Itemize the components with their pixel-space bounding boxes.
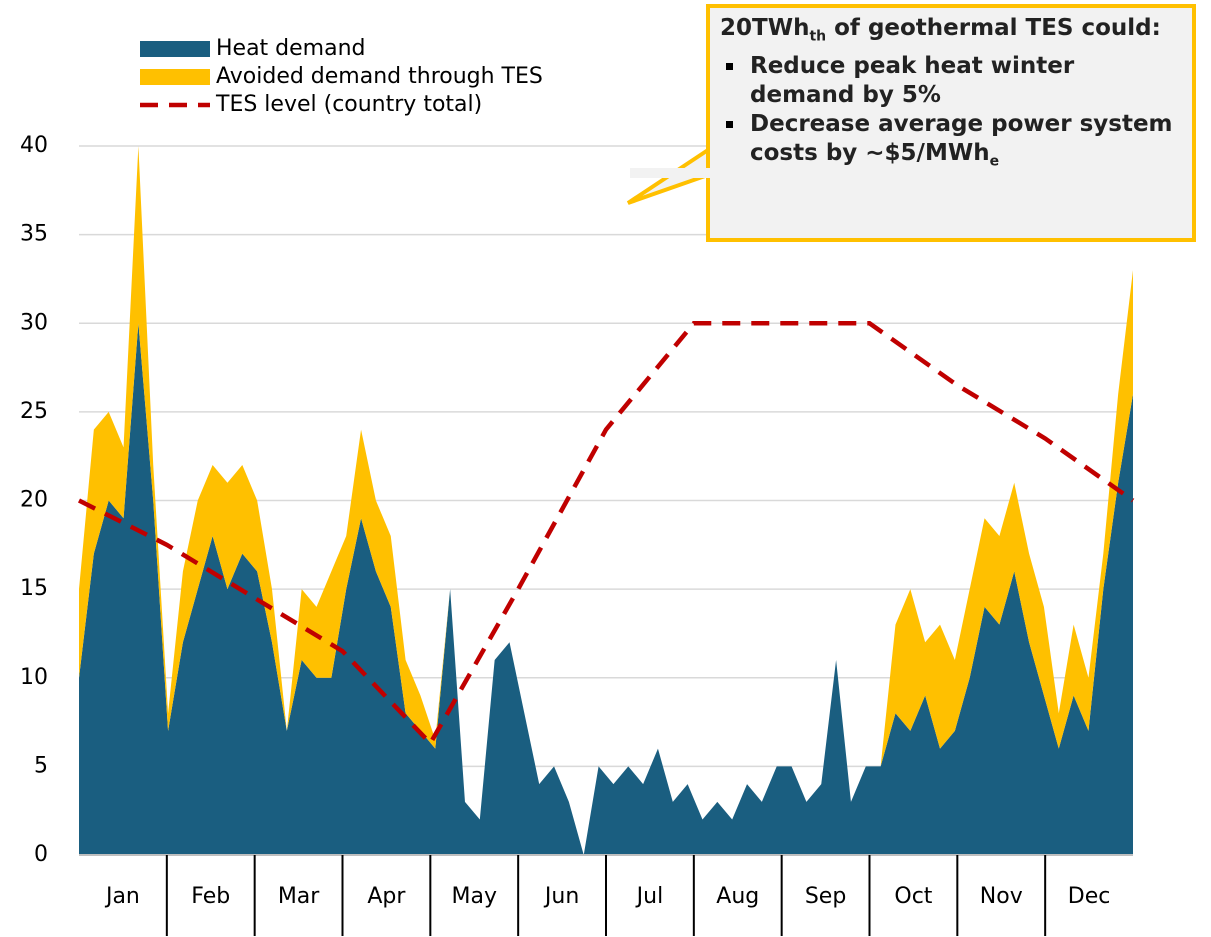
- callout-list: Reduce peak heat winter demand by 5% Dec…: [720, 52, 1182, 177]
- y-tick-label: 30: [20, 310, 48, 335]
- x-tick-label: Apr: [367, 884, 406, 909]
- y-tick-label: 0: [34, 842, 48, 867]
- legend-label: Heat demand: [216, 36, 366, 61]
- x-tick-label: Dec: [1068, 884, 1111, 909]
- bullet: Reduce peak heat winter demand by 5%: [726, 52, 1182, 110]
- x-tick-label: Jan: [104, 884, 140, 909]
- legend-swatch: [140, 69, 210, 85]
- legend-swatch: [140, 41, 210, 57]
- area: [79, 323, 1133, 855]
- callout-title: 20TWhth of geothermal TES could:: [720, 15, 1161, 45]
- x-tick-label: Aug: [716, 884, 759, 909]
- y-tick-label: 35: [20, 222, 48, 247]
- x-tick-label: Oct: [894, 884, 932, 909]
- callout-joint: [630, 168, 712, 178]
- legend-label: TES level (country total): [215, 92, 482, 117]
- x-tick-label: Mar: [278, 884, 320, 909]
- y-tick-label: 10: [20, 665, 48, 690]
- x-tick-label: Sep: [805, 884, 846, 909]
- x-tick-label: Jun: [543, 884, 579, 909]
- x-tick-label: May: [452, 884, 497, 909]
- x-tick-label: Jul: [635, 884, 664, 909]
- y-tick-label: 5: [34, 753, 48, 778]
- callout-box: [706, 4, 1196, 242]
- legend-label: Avoided demand through TES: [216, 64, 543, 89]
- y-tick-label: 25: [20, 399, 48, 424]
- y-tick-label: 40: [20, 133, 48, 158]
- x-tick-label: Nov: [980, 884, 1023, 909]
- bullet: Decrease average power system costs by ~…: [726, 110, 1182, 177]
- x-tick-label: Feb: [191, 884, 230, 909]
- y-tick-label: 20: [20, 488, 48, 513]
- line: [77, 321, 1135, 748]
- y-tick-label: 15: [20, 576, 48, 601]
- callout: 20TWhth of geothermal TES could: Reduce …: [708, 6, 1194, 240]
